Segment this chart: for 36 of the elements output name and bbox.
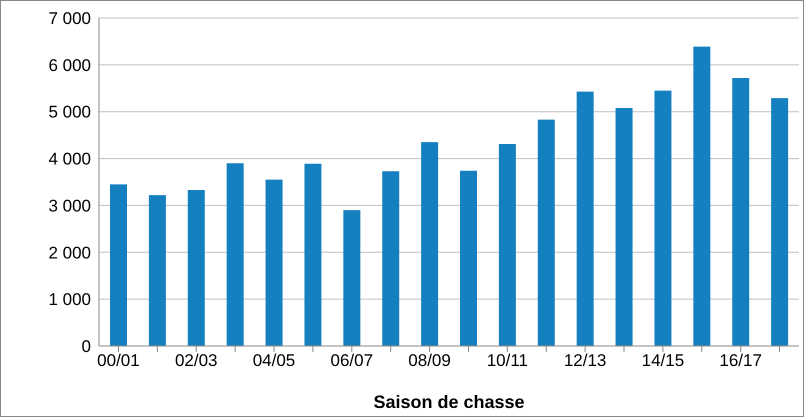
x-tick-label: 04/05 <box>252 351 296 370</box>
bar <box>538 120 555 346</box>
bar <box>460 170 477 346</box>
bar <box>382 171 400 346</box>
bar <box>616 108 633 346</box>
bar <box>188 190 205 346</box>
bar <box>421 142 438 346</box>
x-tick-label: 08/09 <box>408 351 451 370</box>
bar <box>110 184 127 346</box>
y-tick-label: 2 000 <box>48 243 91 262</box>
y-tick-label: 3 000 <box>48 196 91 216</box>
x-tick-label: 14/15 <box>642 351 684 370</box>
x-tick-label: 12/13 <box>564 351 606 370</box>
bar <box>732 78 750 346</box>
x-tick-label: 06/07 <box>330 351 374 370</box>
x-tick-label: 10/11 <box>486 351 528 370</box>
bar <box>654 90 672 346</box>
x-tick-label: 00/01 <box>97 351 140 370</box>
bar <box>576 92 594 346</box>
bar <box>304 164 322 346</box>
x-tick-label: 02/03 <box>174 351 218 370</box>
bar <box>226 163 244 346</box>
bar <box>771 98 788 346</box>
y-tick-label: 4 000 <box>48 150 91 169</box>
bar <box>343 210 360 346</box>
x-tick-label: 16/17 <box>719 351 762 370</box>
y-tick-label: 6 000 <box>48 56 91 75</box>
y-tick-label: 0 <box>82 337 91 356</box>
y-tick-label: 7 000 <box>48 9 91 28</box>
bar <box>498 144 516 346</box>
x-axis-title: Saison de chasse <box>373 392 525 412</box>
bar <box>693 46 710 346</box>
bar <box>266 180 283 346</box>
bar <box>148 195 166 346</box>
y-tick-label: 5 000 <box>48 102 91 122</box>
y-tick-label: 1 000 <box>48 290 91 310</box>
